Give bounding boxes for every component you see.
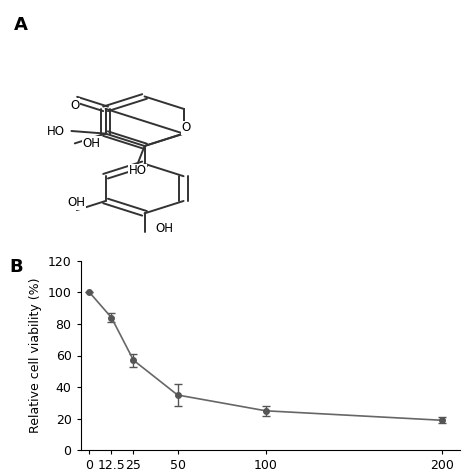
Text: O: O — [182, 121, 191, 134]
Text: OH: OH — [82, 137, 100, 150]
Text: B: B — [9, 258, 23, 276]
Text: OH: OH — [155, 222, 173, 236]
Text: HO: HO — [47, 125, 65, 137]
Text: HO: HO — [128, 164, 146, 177]
Y-axis label: Relative cell viability (%): Relative cell viability (%) — [29, 278, 42, 433]
Text: O: O — [70, 99, 80, 112]
Text: OH: OH — [68, 196, 86, 210]
Text: A: A — [14, 16, 28, 34]
